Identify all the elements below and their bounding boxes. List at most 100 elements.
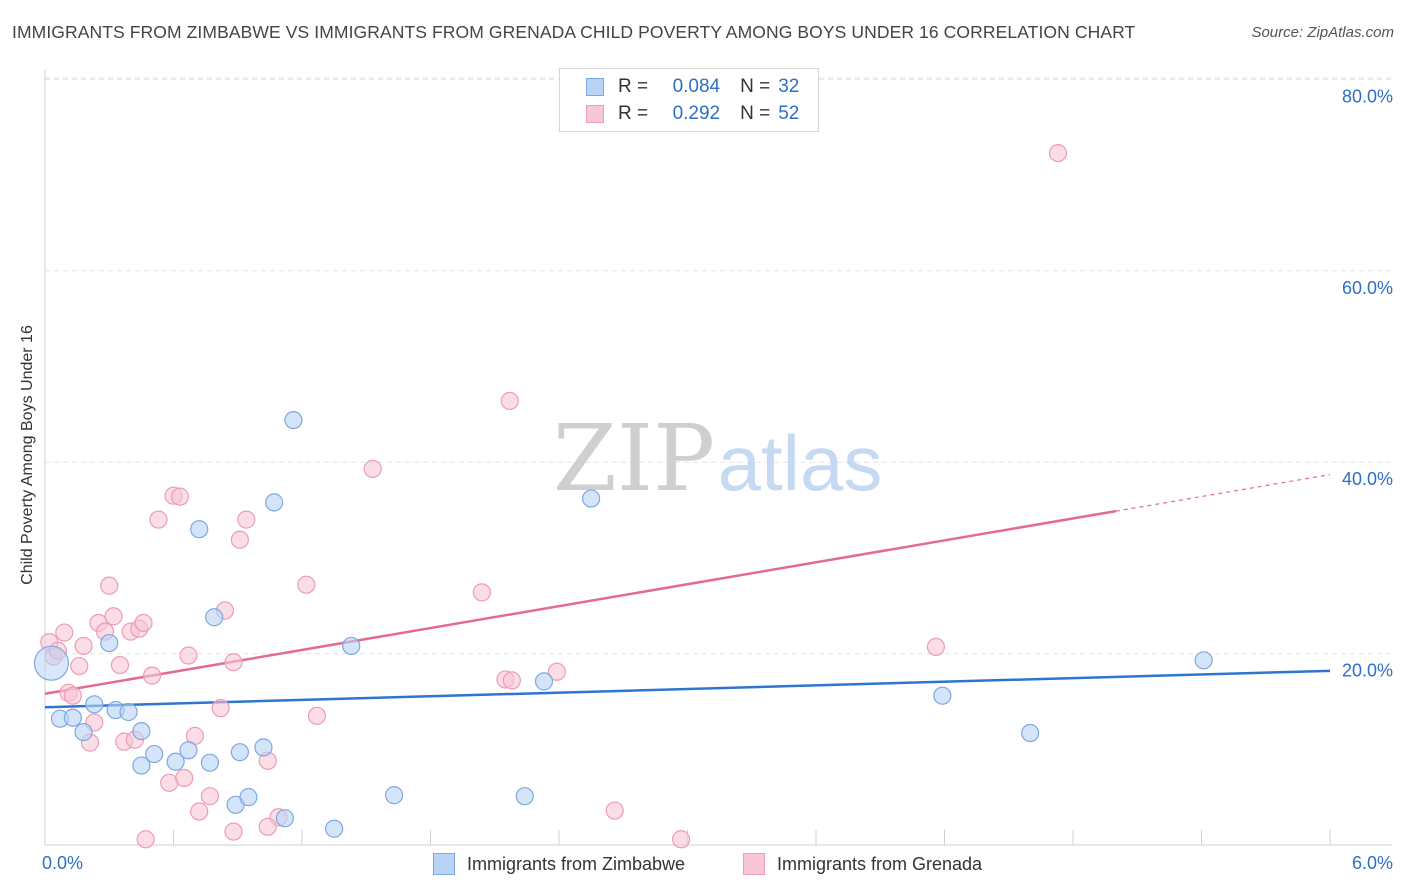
grenada-point: [472, 583, 491, 602]
legend-row-grenada: R = 0.292 N = 52: [586, 102, 799, 126]
legend-swatch-zimbabwe: [586, 78, 604, 96]
zimbabwe-point: [179, 741, 198, 760]
grenada-point: [70, 656, 89, 676]
x-tick-label-max: 6.0%: [1352, 853, 1393, 873]
y-tick-label: 20.0%: [1342, 661, 1393, 681]
watermark-atlas: atlas: [718, 419, 883, 507]
grenada-point: [224, 653, 243, 672]
zimbabwe-point: [515, 787, 534, 806]
grenada-point: [1048, 143, 1068, 163]
grenada-point: [190, 802, 209, 821]
legend-row-zimbabwe: R = 0.084 N = 32: [586, 75, 799, 99]
grenada-point: [211, 699, 230, 718]
grenada-point: [149, 510, 168, 529]
zimbabwe-point: [119, 702, 138, 722]
bottom-legend-grenada: Immigrants from Grenada: [743, 852, 982, 876]
grenada-point: [926, 637, 946, 657]
data-points: [33, 143, 1213, 849]
grenada-point: [605, 801, 624, 820]
grenada-point: [258, 817, 277, 836]
trend-line-grenada: [44, 509, 1117, 696]
zimbabwe-point: [384, 786, 404, 805]
legend-n-value-grenada: 52: [778, 103, 800, 124]
tick-labels: 20.0% 40.0% 60.0% 80.0% 0.0% 6.0%: [42, 86, 1393, 873]
zimbabwe-point: [33, 645, 70, 681]
grenada-point: [110, 655, 130, 675]
zimbabwe-point: [85, 695, 104, 714]
zimbabwe-point: [275, 809, 294, 828]
zimbabwe-point: [265, 493, 284, 512]
zimbabwe-point: [1021, 723, 1040, 743]
legend-r-label: R =: [618, 76, 649, 97]
grenada-point: [547, 662, 566, 681]
zimbabwe-point: [100, 633, 119, 653]
zimbabwe-point: [200, 753, 220, 772]
grenada-point: [55, 623, 74, 642]
legend-r-label: R =: [618, 103, 649, 124]
bottom-legend-label-grenada: Immigrants from Grenada: [777, 853, 983, 874]
grenada-point: [671, 830, 691, 849]
zimbabwe-point: [132, 722, 151, 741]
zimbabwe-point: [284, 410, 303, 430]
gridlines: [45, 77, 1392, 655]
zimbabwe-point: [325, 819, 344, 838]
grenada-point: [170, 487, 190, 506]
trend-line-zimbabwe: [44, 669, 1331, 709]
zimbabwe-point: [534, 672, 554, 691]
zimbabwe-point: [166, 752, 185, 771]
bottom-legend-zimbabwe: Immigrants from Zimbabwe: [433, 852, 685, 876]
watermark-zip: ZIP: [553, 405, 715, 512]
zimbabwe-point: [342, 636, 361, 656]
legend-n-label: N =: [740, 103, 771, 124]
legend-r-value-zimbabwe: 0.084: [672, 76, 721, 97]
legend-n-value-zimbabwe: 32: [778, 76, 800, 97]
x-tick-label-min: 0.0%: [42, 853, 83, 873]
zimbabwe-point: [933, 686, 952, 705]
grenada-point: [500, 391, 519, 411]
grenada-point: [297, 575, 316, 594]
watermark: ZIP atlas: [553, 405, 882, 512]
zimbabwe-point: [132, 756, 151, 775]
legend-n-label: N =: [740, 76, 771, 97]
zimbabwe-point: [254, 738, 273, 757]
grenada-point: [224, 822, 243, 841]
zimbabwe-point: [1194, 651, 1213, 670]
zimbabwe-point: [190, 520, 209, 539]
trend-lines: [44, 474, 1331, 709]
zimbabwe-point: [145, 744, 164, 764]
bottom-legend-swatch-zimbabwe: [433, 853, 455, 875]
zimbabwe-point: [230, 743, 249, 762]
chart-title: IMMIGRANTS FROM ZIMBABWE VS IMMIGRANTS F…: [12, 22, 1136, 42]
legend-r-value-grenada: 0.292: [672, 103, 721, 124]
grenada-point: [74, 636, 93, 656]
zimbabwe-point: [205, 608, 224, 627]
bottom-legend-swatch-grenada: [743, 853, 765, 875]
grenada-point: [307, 706, 327, 725]
grenada-point: [160, 773, 179, 792]
grenada-point: [237, 510, 256, 529]
grenada-point: [136, 830, 155, 849]
y-tick-label: 60.0%: [1342, 278, 1393, 298]
grenada-point: [230, 530, 249, 549]
grenada-point: [200, 787, 220, 806]
source-label: Source: ZipAtlas.com: [1251, 24, 1394, 41]
y-tick-label: 80.0%: [1342, 86, 1393, 106]
bottom-legend-label-zimbabwe: Immigrants from Zimbabwe: [467, 853, 686, 874]
y-tick-label: 40.0%: [1342, 469, 1393, 489]
grenada-point: [142, 666, 162, 685]
zimbabwe-point: [63, 708, 82, 727]
zimbabwe-point: [582, 489, 601, 508]
zimbabwe-point: [74, 722, 93, 742]
grenada-point: [363, 459, 382, 478]
legend-swatch-grenada: [586, 105, 604, 123]
grenada-point: [104, 607, 123, 626]
grenada-point: [179, 646, 198, 665]
grenada-point: [100, 576, 119, 595]
grenada-point: [175, 768, 194, 788]
grenada-point: [63, 686, 82, 705]
zimbabwe-point: [239, 788, 258, 807]
trend-line-grenada-extension: [1115, 474, 1331, 512]
grenada-point: [134, 613, 153, 633]
legend: R = 0.084 N = 32 R = 0.292 N = 52: [559, 68, 819, 132]
